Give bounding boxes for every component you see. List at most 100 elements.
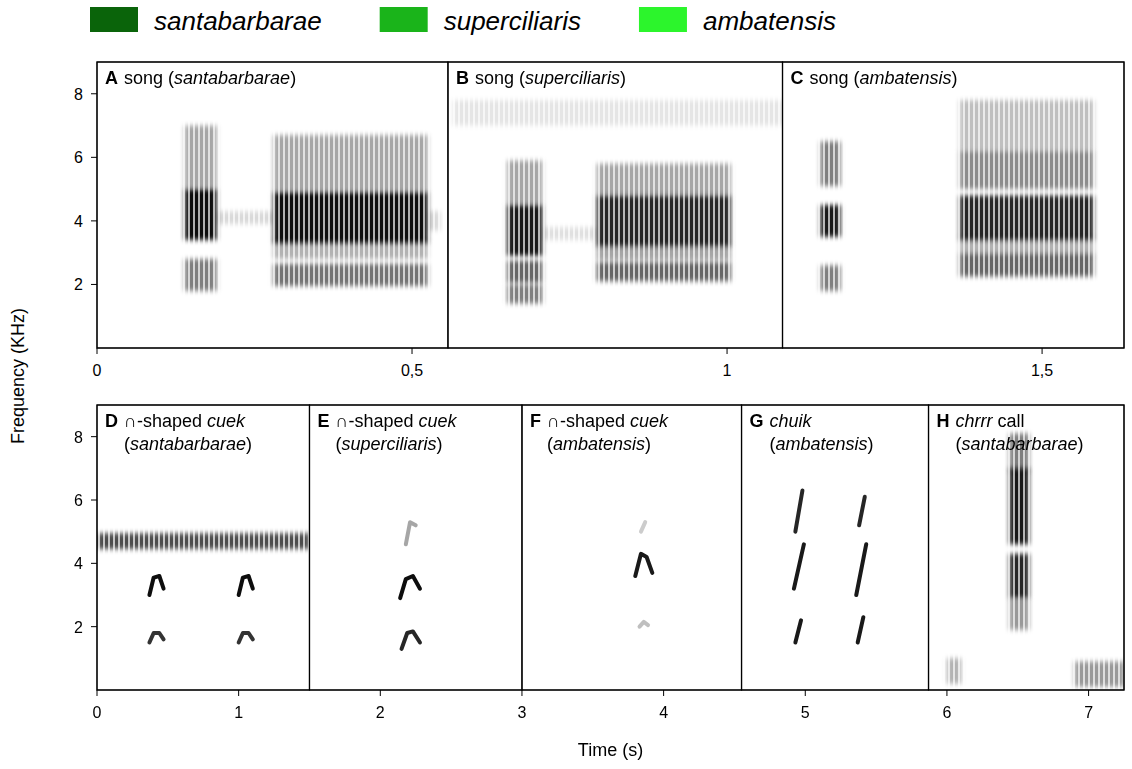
- panel-marks: [794, 491, 866, 643]
- harmonic-band: [453, 100, 783, 125]
- panel-letter: G: [750, 411, 764, 431]
- panel-title-part: superciliaris: [525, 68, 620, 88]
- note-blocks: [97, 533, 309, 549]
- note-blocks: [820, 100, 1093, 291]
- x-tick-label: 7: [1084, 704, 1093, 721]
- harmonic-band: [273, 240, 427, 259]
- harmonic-band: [507, 284, 542, 303]
- legend-label: superciliaris: [444, 6, 581, 36]
- panel-frame: [97, 62, 448, 348]
- harmonic-band: [273, 192, 427, 243]
- harmonic-band: [597, 164, 731, 196]
- panel-title-part: ): [246, 434, 252, 454]
- panel-title-part: ): [620, 68, 626, 88]
- y-tick-label: 4: [74, 555, 83, 572]
- harmonic-band: [185, 259, 217, 291]
- panel-letter: B: [456, 68, 469, 88]
- harmonic-band: [960, 195, 1094, 239]
- legend-swatch: [90, 7, 138, 32]
- panel-title-part: ): [290, 68, 296, 88]
- plot-frame: [97, 62, 1124, 348]
- panel-letter: F: [530, 411, 541, 431]
- y-tick-label: 6: [74, 492, 83, 509]
- panel-title: Gchuik: [750, 411, 813, 431]
- frequency-trace: [795, 620, 801, 642]
- y-tick: [91, 157, 97, 158]
- harmonic-band: [960, 237, 1094, 256]
- frequency-trace: [795, 491, 802, 532]
- panel-title-part: cuek: [630, 411, 669, 431]
- panel-title-part: call: [993, 411, 1025, 431]
- panel-letter: C: [791, 68, 804, 88]
- panel-frame: [783, 62, 1124, 348]
- harmonic-band: [507, 205, 542, 256]
- frequency-trace: [858, 617, 864, 642]
- panel-title: (santabarbarae): [124, 434, 252, 454]
- panel-marks: [97, 533, 309, 642]
- figure: santabarbaraesuperciliarisambatensisFreq…: [0, 0, 1132, 769]
- x-tick: [238, 690, 239, 696]
- frequency-trace: [859, 497, 865, 526]
- y-tick-label: 2: [74, 619, 83, 636]
- harmonic-band: [960, 151, 1094, 189]
- legend-swatch: [639, 7, 687, 32]
- panel-letter: E: [317, 411, 329, 431]
- panel-title-part: ambatensis: [553, 434, 645, 454]
- y-tick-label: 6: [74, 149, 83, 166]
- x-tick: [521, 690, 522, 696]
- panel-letter: D: [105, 411, 118, 431]
- panel-marks: [947, 434, 1124, 687]
- spectrogram-row: 246800,511,5Asong (santabarbarae)Bsong (…: [74, 62, 1124, 379]
- panel-title-part: ): [868, 434, 874, 454]
- frequency-trace: [856, 544, 866, 595]
- x-axis-title: Time (s): [578, 740, 643, 760]
- legend-label: ambatensis: [703, 6, 836, 36]
- legend-swatch: [380, 7, 428, 32]
- panel-title-part: santabarbarae: [130, 434, 246, 454]
- harmonic-band: [542, 227, 596, 240]
- panel-title: Bsong (superciliaris): [456, 68, 626, 88]
- panel-title: Asong (santabarbarae): [105, 68, 296, 88]
- harmonic-band: [428, 211, 441, 230]
- harmonic-band: [597, 245, 731, 261]
- frequency-trace: [794, 544, 804, 588]
- panel-letter: H: [937, 411, 950, 431]
- frequency-trace: [402, 631, 420, 648]
- x-tick: [97, 348, 98, 354]
- panel-marks: [453, 100, 783, 303]
- panel-title: Hchrrr call: [937, 411, 1025, 431]
- panel-title-part: ): [645, 434, 651, 454]
- panel-frame: [522, 405, 742, 690]
- panel-frame: [309, 405, 521, 690]
- x-tick-label: 0,5: [401, 362, 423, 379]
- frequency-trace: [239, 576, 253, 595]
- x-tick: [1042, 348, 1043, 354]
- harmonic-band: [960, 254, 1094, 276]
- panel-title: Csong (ambatensis): [791, 68, 958, 88]
- spectrogram-row: 246801234567Time (s)D∩-shaped cuek(santa…: [74, 405, 1124, 760]
- panel-title-part: ambatensis: [776, 434, 868, 454]
- panel-title-part: chuik: [770, 411, 813, 431]
- panel-title-part: ∩-shaped: [335, 411, 418, 431]
- harmonic-band: [217, 211, 274, 224]
- x-tick-label: 4: [659, 704, 668, 721]
- panel-title-part: santabarbarae: [962, 434, 1078, 454]
- x-tick-label: 2: [376, 704, 385, 721]
- panel-title-part: ): [952, 68, 958, 88]
- y-tick: [91, 220, 97, 221]
- panel-frame: [929, 405, 1124, 690]
- harmonic-band: [507, 161, 542, 205]
- panel-title-part: song (: [810, 68, 860, 88]
- y-tick-label: 2: [74, 276, 83, 293]
- x-tick-label: 0: [93, 362, 102, 379]
- x-tick: [727, 348, 728, 354]
- y-tick-label: 8: [74, 86, 83, 103]
- x-tick: [412, 348, 413, 354]
- frequency-trace: [239, 633, 253, 643]
- harmonic-band: [273, 135, 427, 192]
- panel-title-part: santabarbarae: [174, 68, 290, 88]
- panel-title: (ambatensis): [770, 434, 874, 454]
- y-tick-label: 8: [74, 429, 83, 446]
- panel-title-part: song (: [475, 68, 525, 88]
- panel-title-part: ): [1078, 434, 1084, 454]
